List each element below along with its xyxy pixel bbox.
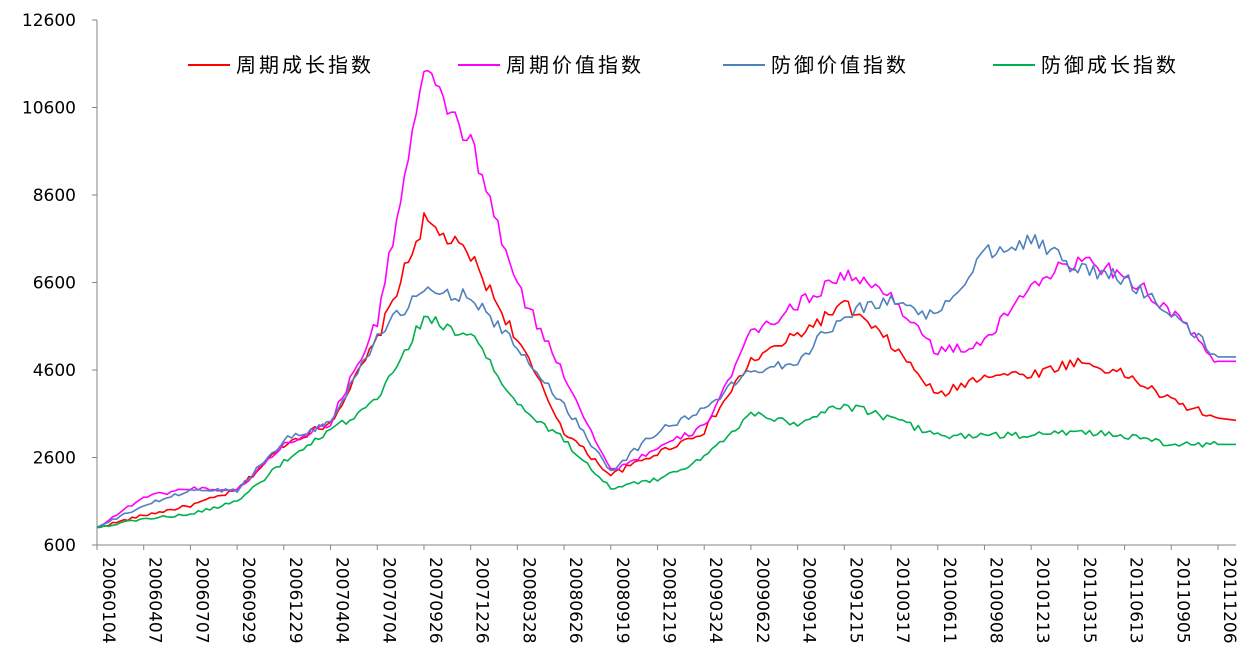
x-tick-label: 20090324	[705, 557, 725, 644]
series-line-3	[96, 315, 1236, 529]
x-tick-label: 20070404	[332, 557, 352, 644]
x-tick-label: 20100317	[892, 557, 912, 644]
legend-label-3: 防御成长指数	[1041, 53, 1179, 77]
x-tick-label: 20070704	[378, 557, 398, 644]
x-tick-label: 20080919	[612, 557, 632, 644]
legend: 周期成长指数 周期价值指数 防御价值指数 防御成长指数	[188, 53, 1179, 77]
x-ticks: 20060104 20060407 20060707 20060929 20061229…	[96, 545, 1239, 644]
x-tick-label: 20060407	[145, 557, 165, 644]
y-tick-label: 8600	[33, 186, 76, 206]
y-tick-label: 4600	[33, 361, 76, 381]
y-tick-label: 600	[44, 536, 76, 556]
y-ticks: 600 2600 4600 6600 8600 10600 12600	[22, 11, 97, 556]
x-tick-label: 20100908	[985, 557, 1005, 644]
series-line-0	[96, 212, 1237, 528]
y-tick-label: 12600	[22, 11, 76, 31]
axes	[96, 20, 1236, 546]
x-tick-label: 20080328	[518, 557, 538, 644]
legend-label-2: 防御价值指数	[771, 53, 909, 77]
y-tick-label: 2600	[33, 449, 76, 469]
x-tick-label: 20110315	[1079, 557, 1099, 644]
legend-label-1: 周期价值指数	[506, 53, 644, 77]
series-lines	[96, 69, 1237, 529]
x-tick-label: 20070926	[425, 557, 445, 644]
x-tick-label: 20060104	[98, 557, 118, 644]
x-tick-label: 20090622	[752, 557, 772, 644]
series-line-1	[96, 69, 1236, 528]
y-tick-label: 10600	[22, 99, 76, 119]
x-tick-label: 20110613	[1126, 557, 1146, 644]
x-tick-label: 20111206	[1219, 557, 1239, 644]
y-tick-label: 6600	[33, 274, 76, 294]
x-tick-label: 20080626	[565, 557, 585, 644]
x-tick-label: 20071226	[472, 557, 492, 644]
x-tick-label: 20061229	[285, 557, 305, 644]
legend-label-0: 周期成长指数	[236, 53, 374, 77]
x-tick-label: 20110905	[1172, 557, 1192, 644]
x-tick-label: 20060929	[238, 557, 258, 644]
series-line-2	[96, 234, 1236, 529]
x-tick-label: 20081219	[659, 557, 679, 644]
x-tick-label: 20100611	[939, 557, 959, 644]
x-tick-label: 20090914	[799, 557, 819, 644]
x-tick-label: 20060707	[191, 557, 211, 644]
x-tick-label: 20101213	[1032, 557, 1052, 644]
x-tick-label: 20091215	[845, 557, 865, 644]
